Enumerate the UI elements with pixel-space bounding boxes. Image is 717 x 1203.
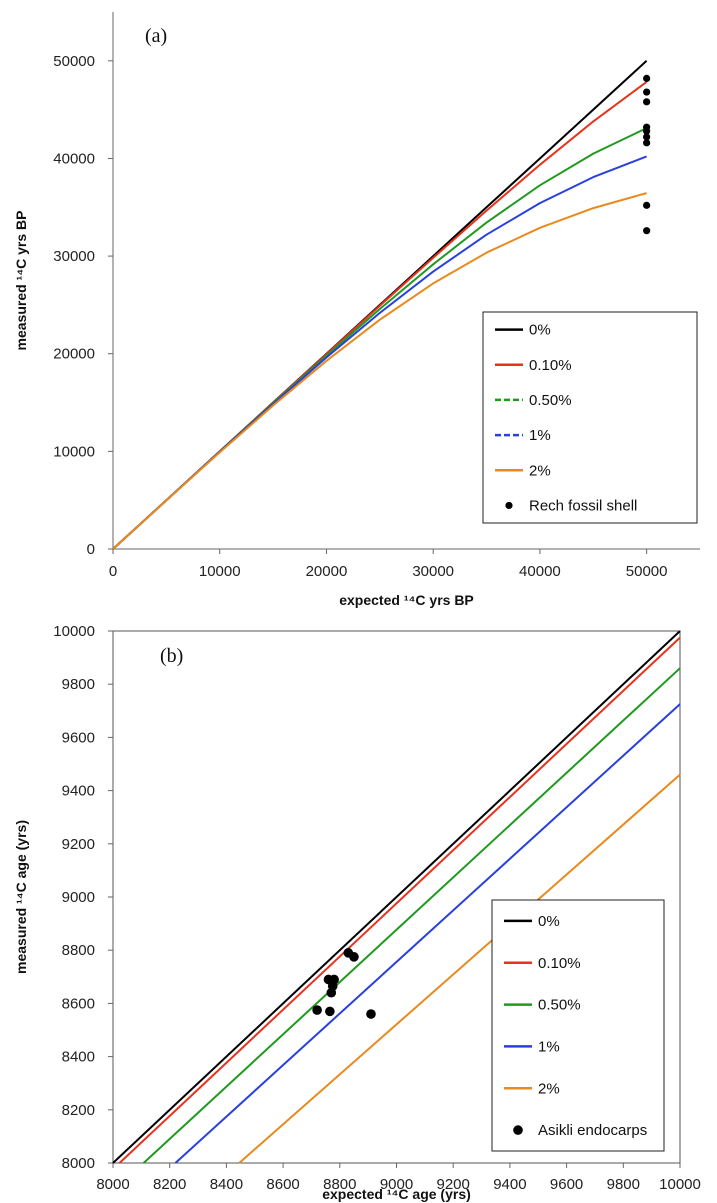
legend-entry: 2%	[529, 462, 551, 479]
y-tick-label: 10000	[53, 443, 95, 460]
x-tick-label: 20000	[306, 563, 348, 580]
series-line-1pct	[174, 703, 681, 1164]
x-axis-label: expected ¹⁴C age (yrs)	[322, 1186, 471, 1202]
legend-box	[482, 311, 698, 524]
series-line-2pct	[238, 773, 681, 1164]
y-tick-label: 10000	[53, 623, 95, 640]
x-tick-label: 10000	[199, 563, 241, 580]
y-tick-label: 50000	[53, 53, 95, 70]
x-tick-label: 10000	[659, 1176, 701, 1193]
data-point	[312, 1005, 322, 1015]
legend-swatch	[505, 501, 513, 510]
panel-label: (b)	[160, 645, 183, 667]
data-point	[643, 133, 651, 141]
x-tick-label: 8600	[266, 1176, 299, 1193]
y-tick-label: 8000	[62, 1155, 95, 1172]
x-tick-label: 8000	[96, 1176, 129, 1193]
data-point	[643, 74, 651, 82]
x-tick-label: 8200	[153, 1176, 186, 1193]
panel-label: (a)	[145, 25, 167, 47]
data-point	[643, 98, 651, 106]
y-tick-label: 8800	[62, 942, 95, 959]
legend-entry: 0.50%	[538, 997, 581, 1014]
data-point	[643, 201, 651, 209]
chart-panel-b: 8000 8200 8400 8600 8800 9000 9200 9400 9600 9800…	[13, 623, 701, 1202]
data-point	[325, 1006, 335, 1017]
x-tick-label: 40000	[519, 563, 561, 580]
y-tick-label: 9200	[62, 836, 95, 853]
y-tick-label: 8200	[62, 1102, 95, 1119]
y-tick-label: 40000	[53, 150, 95, 167]
x-tick-label: 8400	[210, 1176, 243, 1193]
legend-entry: 0.50%	[529, 392, 572, 409]
series-line-0pct	[112, 630, 681, 1164]
y-tick-label: 9800	[62, 676, 95, 693]
x-tick-label: 30000	[412, 563, 454, 580]
y-tick-label: 30000	[53, 248, 95, 265]
x-tick-label: 9800	[607, 1176, 640, 1193]
x-tick-label: 0	[109, 563, 117, 580]
legend: 0% 0.10% 0.50% 1% 2% Asikli endocarps	[491, 899, 665, 1152]
legend-box	[491, 899, 665, 1152]
legend-entry: 0%	[529, 322, 551, 339]
y-tick-label: 9000	[62, 889, 95, 906]
data-point	[349, 952, 359, 962]
data-point	[643, 127, 651, 135]
data-point	[366, 1009, 376, 1019]
series-line-2pct	[112, 192, 647, 550]
y-tick-label: 9600	[62, 729, 95, 746]
y-axis-label: measured ¹⁴C age (yrs)	[13, 820, 29, 974]
legend-entry: 0.10%	[538, 955, 581, 972]
x-tick-label: 9600	[550, 1176, 583, 1193]
data-point	[643, 227, 651, 235]
y-tick-label: 8600	[62, 995, 95, 1012]
y-tick-label: 9400	[62, 783, 95, 800]
legend-entry: 0.10%	[529, 357, 572, 374]
x-tick-label: 50000	[626, 563, 668, 580]
legend-entry: Asikli endocarps	[538, 1122, 647, 1139]
legend-entry: 1%	[538, 1038, 560, 1055]
legend-entry: 2%	[538, 1080, 560, 1097]
data-point	[326, 987, 337, 998]
y-tick-label: 8400	[62, 1049, 95, 1066]
chart-panel-a: 0 10000 20000 30000 40000 50000 0 10000 20000 300…	[13, 12, 700, 608]
x-tick-label: 9200	[437, 1176, 470, 1193]
x-tick-label: 9400	[493, 1176, 526, 1193]
data-point	[643, 88, 651, 96]
y-axis-label: measured ¹⁴C yrs BP	[13, 211, 29, 351]
x-tick-label: 9000	[380, 1176, 413, 1193]
x-axis-label: expected ¹⁴C yrs BP	[339, 592, 474, 608]
legend-entry: 1%	[529, 427, 551, 444]
x-tick-label: 8800	[323, 1176, 356, 1193]
legend: 0% 0.10% 0.50% 1% 2% Rech fossil shell	[482, 311, 698, 524]
legend-entry: Rech fossil shell	[529, 497, 637, 514]
y-tick-label: 20000	[53, 346, 95, 363]
legend-entry: 0%	[538, 913, 560, 930]
y-tick-label: 0	[87, 541, 95, 558]
series-line-050pct	[142, 667, 681, 1164]
series-line-010pct	[118, 636, 681, 1164]
data-point	[643, 139, 651, 147]
legend-swatch	[513, 1125, 523, 1135]
